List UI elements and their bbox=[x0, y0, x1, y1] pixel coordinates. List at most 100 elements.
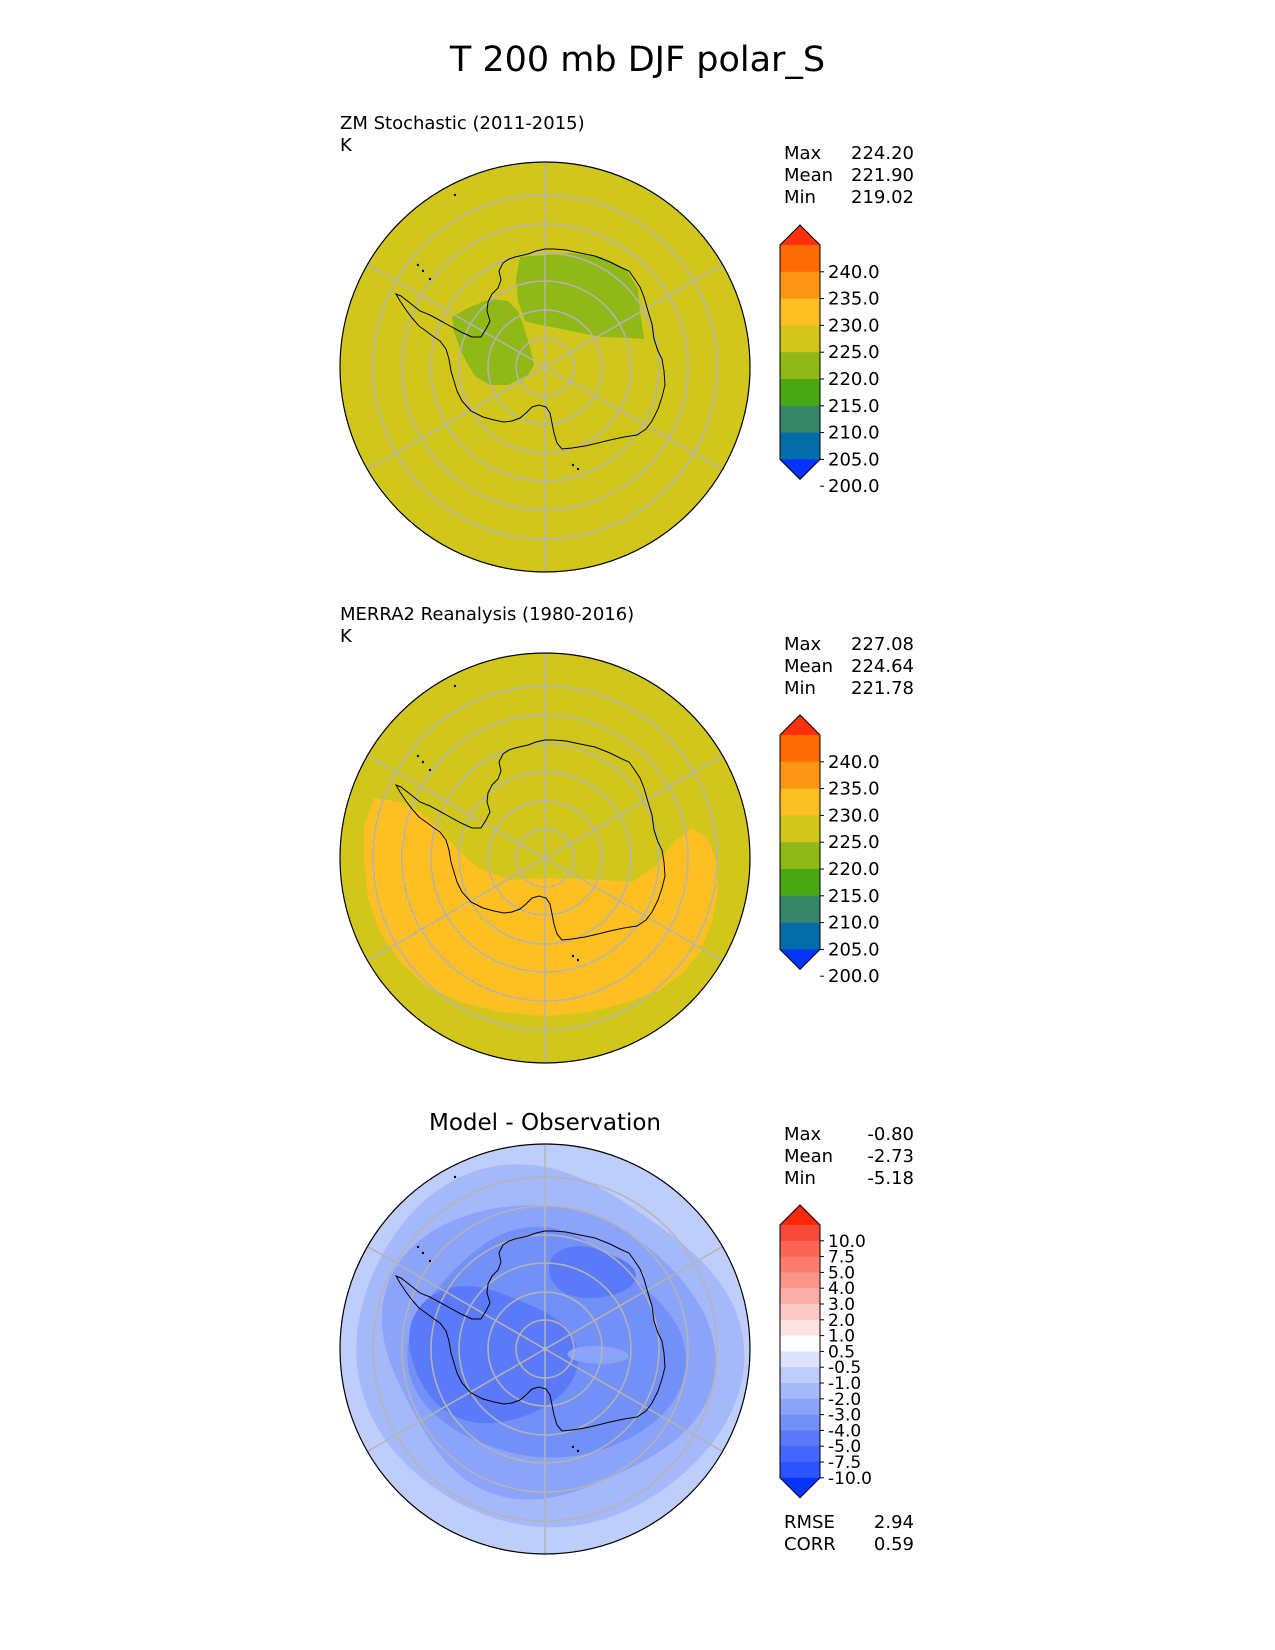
island-dot bbox=[576, 958, 580, 962]
colorbar-extend-min bbox=[780, 459, 820, 480]
island-dot bbox=[576, 1449, 580, 1453]
island-dot bbox=[428, 1259, 432, 1263]
colorbar-diff: -10.0-7.5-5.0-4.0-3.0-2.0-1.0-0.50.51.02… bbox=[779, 1204, 872, 1499]
map-border bbox=[339, 652, 751, 1064]
colorbar-band bbox=[780, 1240, 820, 1258]
stat-max: Max 227.08 bbox=[784, 634, 914, 655]
colorbar-tick-label: 205.0 bbox=[828, 449, 880, 470]
map-border bbox=[339, 161, 751, 573]
colorbar-band bbox=[780, 922, 820, 950]
metrics-diff: RMSE 2.94 CORR 0.59 bbox=[784, 1512, 914, 1556]
island-dot bbox=[416, 263, 420, 267]
island-dot bbox=[416, 754, 420, 758]
colorbar-band bbox=[780, 1398, 820, 1416]
island-dot bbox=[571, 954, 575, 958]
colorbar-band bbox=[780, 1304, 820, 1321]
colorbar-tick-label: 1.0 bbox=[828, 1327, 855, 1347]
colorbar-tick-label: 200.0 bbox=[828, 966, 880, 987]
panel-title-reference: MERRA2 Reanalysis (1980-2016) bbox=[340, 604, 635, 625]
colorbar-band bbox=[780, 842, 820, 870]
region-warm-streak bbox=[567, 1346, 629, 1364]
antarctica-coastline bbox=[394, 1230, 666, 1432]
island-dot bbox=[421, 269, 425, 273]
colorbar-tick-label: 225.0 bbox=[828, 342, 880, 363]
island-dot bbox=[421, 1251, 425, 1255]
colorbar-band bbox=[780, 379, 820, 407]
colorbar-band bbox=[780, 1272, 820, 1289]
stat-min: Min 219.02 bbox=[784, 187, 914, 208]
island-dot bbox=[428, 277, 432, 281]
colorbar-band bbox=[780, 298, 820, 326]
antarctica-coastline bbox=[394, 739, 666, 941]
colorbar-tick-label: 235.0 bbox=[828, 779, 880, 800]
colorbar-band bbox=[780, 1383, 820, 1400]
colorbar-band bbox=[780, 271, 820, 300]
graticule bbox=[367, 162, 723, 572]
colorbar-tick-label: -2.0 bbox=[828, 1390, 861, 1410]
colorbar-tick-label: 235.0 bbox=[828, 289, 880, 310]
colorbar-tick-label: 7.5 bbox=[828, 1248, 855, 1268]
longitude-line bbox=[367, 857, 546, 962]
colorbar-band bbox=[780, 735, 820, 763]
colorbar-tick-label: -3.0 bbox=[828, 1406, 861, 1426]
colorbar-band bbox=[780, 1414, 820, 1431]
graticule bbox=[367, 653, 723, 1063]
longitude-line bbox=[367, 1348, 546, 1453]
colorbar-band bbox=[780, 245, 820, 273]
longitude-line bbox=[544, 857, 723, 962]
island-dot bbox=[453, 193, 457, 197]
polar-map-test bbox=[339, 161, 751, 573]
colorbar-tick-label: 210.0 bbox=[828, 423, 880, 444]
colorbar-tick-label: 200.0 bbox=[828, 476, 880, 497]
colorbar-band bbox=[780, 1462, 820, 1479]
colorbar-tick-label: 240.0 bbox=[828, 262, 880, 283]
colorbar-reference: 200.0 205.0 210.0 215.0 220.0 225.0 230.0 235.0… bbox=[779, 714, 880, 987]
colorbar-tick-label: 210.0 bbox=[828, 913, 880, 934]
polar-map-diff bbox=[339, 1143, 751, 1555]
longitude-line bbox=[367, 754, 546, 859]
colorbar-band bbox=[780, 869, 820, 897]
longitude-line bbox=[544, 366, 723, 471]
colorbar-tick-label: 220.0 bbox=[828, 859, 880, 880]
colorbar-test: 200.0 205.0 210.0 215.0 220.0 225.0 230.0 235.0… bbox=[779, 224, 880, 497]
colorbar-tick-label: -1.0 bbox=[828, 1374, 861, 1394]
colorbar-extend-max bbox=[780, 715, 820, 735]
field-layer bbox=[340, 1144, 750, 1554]
colorbar-band bbox=[780, 405, 820, 434]
colorbar-band bbox=[780, 1256, 820, 1273]
colorbar-tick-label: -0.5 bbox=[828, 1358, 861, 1378]
longitude-line bbox=[367, 366, 546, 471]
colorbar-extend-min bbox=[780, 1477, 820, 1498]
colorbar-tick-label: 4.0 bbox=[828, 1279, 855, 1299]
antarctica-coastline bbox=[394, 248, 666, 450]
figure-title: T 200 mb DJF polar_S bbox=[449, 40, 826, 80]
colorbar-extend-min bbox=[780, 949, 820, 970]
island-dot bbox=[453, 684, 457, 688]
colorbar-band bbox=[780, 1335, 820, 1352]
stat-mean: Mean 221.90 bbox=[784, 165, 914, 186]
colorbar-tick-label: 3.0 bbox=[828, 1295, 855, 1315]
island-dot bbox=[453, 1175, 457, 1179]
colorbar-tick-label: 10.0 bbox=[828, 1232, 866, 1252]
colorbar-band bbox=[780, 1288, 820, 1305]
colorbar-band bbox=[780, 1225, 820, 1242]
longitude-line bbox=[544, 263, 723, 368]
longitude-line bbox=[544, 1348, 723, 1453]
island-dot bbox=[428, 768, 432, 772]
colorbar-tick-label: 230.0 bbox=[828, 315, 880, 336]
colorbar-tick-label: 5.0 bbox=[828, 1263, 855, 1283]
panel-title-test: ZM Stochastic (2011-2015) bbox=[340, 113, 585, 134]
colorbar-tick-label: 2.0 bbox=[828, 1311, 855, 1331]
stats-diff: Max -0.80 Mean -2.73 Min -5.18 bbox=[784, 1124, 914, 1190]
colorbar-tick-label: -10.0 bbox=[828, 1469, 872, 1489]
metric-corr: CORR 0.59 bbox=[784, 1534, 914, 1555]
stats-test: Max 224.20 Mean 221.90 Min 219.02 bbox=[784, 143, 914, 209]
graticule bbox=[367, 1144, 723, 1554]
colorbar-tick-label: -4.0 bbox=[828, 1421, 861, 1441]
colorbar-band bbox=[780, 1367, 820, 1384]
colorbar-band bbox=[780, 432, 820, 460]
colorbar-band bbox=[780, 788, 820, 816]
island-dot bbox=[421, 760, 425, 764]
longitude-line bbox=[544, 1245, 723, 1350]
stat-mean: Mean 224.64 bbox=[784, 656, 914, 677]
